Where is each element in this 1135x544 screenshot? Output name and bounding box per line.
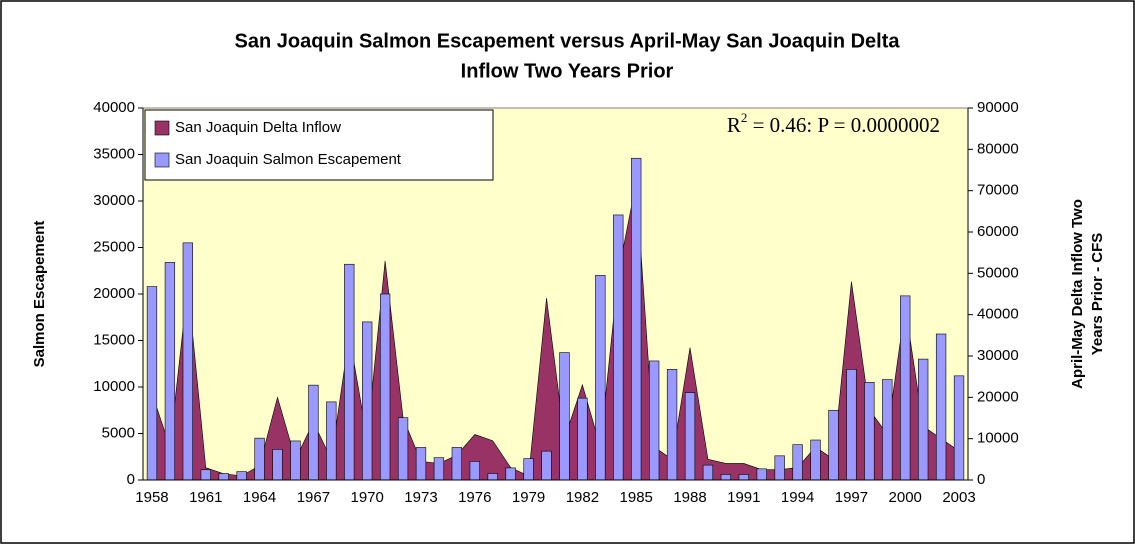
y2-tick-label: 60000 [977,223,1019,240]
y2-tick-label: 10000 [977,430,1019,447]
y2-tick-label: 30000 [977,347,1019,364]
bar [810,439,821,481]
x-tick-label: 1994 [781,489,814,506]
bar [200,469,211,481]
y-tick-label: 15000 [93,331,135,348]
y-tick-label: 0 [127,471,135,488]
y-tick-label: 5000 [102,424,135,441]
bar [469,461,480,481]
bar [953,375,965,481]
bar [613,214,624,481]
bar [559,352,570,481]
y2-tick-label: 0 [977,471,985,488]
x-tick-label: 1967 [297,489,330,506]
annotation: R2 = 0.46: P = 0.0000002 [727,110,940,137]
bar [918,358,929,481]
x-tick-label: 2003 [942,489,975,506]
x-tick-label: 1970 [350,489,383,506]
y-tick-label: 40000 [93,99,135,116]
chart-title: Inflow Two Years Prior [461,60,674,82]
annotation-text: R [727,113,741,137]
y2-tick-label: 70000 [977,182,1019,199]
bar [344,263,355,481]
bar [684,392,696,481]
x-tick-label: 1976 [458,489,491,506]
y2-tick-label: 50000 [977,264,1019,281]
bar [218,473,229,481]
bar [505,467,516,481]
y-tick-label: 20000 [93,285,135,302]
x-tick-label: 1964 [243,489,276,506]
bar [415,447,427,481]
y-tick-label: 10000 [93,378,135,395]
bar [846,369,857,481]
bar [792,444,803,481]
bar [308,384,319,481]
bar [290,440,301,481]
bar [631,157,642,481]
x-tick-label: 1973 [404,489,437,506]
x-tick-label: 1958 [135,489,168,506]
y2-tick-label: 90000 [977,99,1019,116]
y2-axis-title: Years Prior - CFS [1089,233,1106,356]
x-tick-label: 1991 [727,489,760,506]
bar [397,417,409,481]
x-tick-label: 1961 [189,489,222,506]
bar [326,401,337,481]
bar [433,457,445,481]
annotation-sup: 2 [741,110,748,125]
x-tick-label: 1997 [835,489,868,506]
bar [738,474,749,481]
bar [882,379,893,481]
bar [182,242,193,481]
bar [774,455,785,481]
bar [254,437,265,481]
bar [451,447,463,481]
bar [935,333,947,481]
y2-tick-label: 40000 [977,306,1019,323]
bar [828,409,839,481]
y-tick-label: 30000 [93,192,135,209]
x-tick-label: 1988 [673,489,706,506]
y2-tick-label: 80000 [977,140,1019,157]
bar [702,464,714,481]
bar [523,458,534,481]
y2-tick-label: 20000 [977,388,1019,405]
bar [146,286,158,481]
bar [577,397,588,481]
x-tick-label: 2000 [889,489,922,506]
legend-box [144,109,494,181]
bar [164,262,176,481]
y2-axis-title: April-May Delta Inflow Two [1069,199,1086,389]
legend-swatch [154,120,170,136]
annotation-text: = 0.46: P = 0.0000002 [747,113,940,137]
bar [236,471,247,481]
bar [541,450,552,481]
chart-title: San Joaquin Salmon Escapement versus Apr… [235,30,901,52]
x-tick-label: 1979 [512,489,545,506]
y-tick-label: 35000 [93,145,135,162]
y-tick-label: 25000 [93,238,135,255]
bar [756,468,767,481]
legend-swatch [154,152,170,168]
bar [900,295,911,481]
x-tick-label: 1985 [620,489,653,506]
bar [864,382,875,481]
bar [666,369,678,481]
bar [379,293,391,481]
x-tick-label: 1982 [566,489,599,506]
bar [362,321,373,481]
bar [272,449,283,481]
bar [720,474,732,481]
legend-label: San Joaquin Salmon Escapement [175,151,402,168]
legend-label: San Joaquin Delta Inflow [175,119,341,136]
bar [487,473,498,481]
y-axis-title: Salmon Escapement [31,221,48,368]
bar [648,360,660,481]
bar [595,275,606,481]
